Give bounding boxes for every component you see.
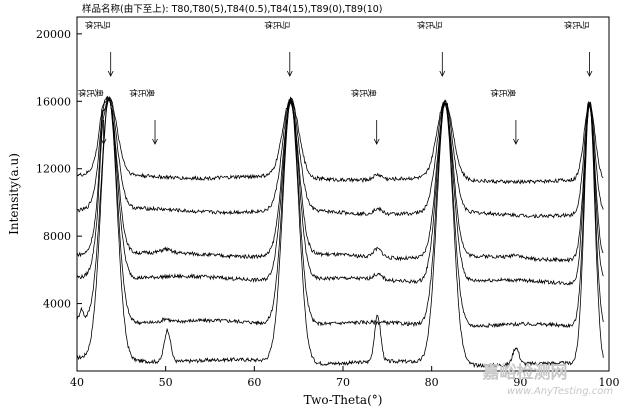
arrow-head (286, 70, 293, 77)
phase-label: 奥氏体 (129, 87, 156, 97)
phase-annotation: 马氏体 (84, 19, 114, 77)
phase-label: 马氏体 (563, 19, 589, 29)
watermark-cn: 嘉峪检测网 (482, 362, 568, 383)
phase-label: 马氏体 (416, 19, 442, 29)
phase-annotation: 奥氏体 (77, 87, 107, 145)
series-line-4 (76, 97, 604, 263)
series-line-2 (76, 99, 604, 329)
x-tick-label: 40 (70, 376, 84, 389)
phase-annotation: 马氏体 (416, 19, 446, 77)
arrow-head (152, 138, 158, 145)
series-line-6 (76, 96, 604, 185)
x-tick-label: 100 (599, 376, 620, 389)
arrow-head (513, 138, 519, 145)
watermark-en: www.AnyTesting.com (507, 386, 614, 397)
plot-frame (76, 16, 610, 372)
x-tick-label: 60 (247, 376, 261, 389)
phase-annotation: 奥氏体 (489, 87, 519, 145)
sample-order-caption: 样品名称(由下至上): T80,T80(5),T84(0.5),T84(15),… (82, 3, 383, 15)
phase-label: 奥氏体 (489, 87, 516, 97)
y-tick-label: 20000 (36, 28, 71, 41)
phase-label: 马氏体 (263, 19, 289, 29)
series-line-1 (76, 97, 604, 369)
arrow-head (586, 70, 593, 77)
phase-label: 马氏体 (84, 19, 110, 29)
arrow-head (439, 70, 446, 77)
x-tick-label: 50 (159, 376, 173, 389)
arrow-head (107, 70, 114, 77)
series-line-5 (76, 95, 604, 219)
arrow-head (373, 138, 380, 145)
phase-annotation: 奥氏体 (350, 87, 380, 145)
x-tick-label: 70 (336, 376, 350, 389)
y-axis-title: Intensity(a.u) (7, 153, 21, 235)
y-tick-label: 8000 (43, 230, 71, 243)
phase-label: 奥氏体 (350, 87, 377, 97)
x-axis-title: Two-Theta(°) (304, 393, 383, 407)
phase-label: 奥氏体 (77, 87, 104, 97)
phase-annotation: 奥氏体 (129, 87, 158, 145)
axis-ticks: 40 50 60 70 80 90 100 4000 8000 12000 16000 20000 (36, 28, 620, 389)
phase-annotation: 马氏体 (563, 19, 593, 77)
x-tick-label: 80 (425, 376, 439, 389)
series-layer (76, 95, 604, 369)
y-tick-label: 16000 (36, 95, 71, 108)
arrow-head (100, 138, 107, 145)
phase-annotation: 马氏体 (263, 19, 293, 77)
x-tick-label: 90 (513, 376, 527, 389)
y-tick-label: 4000 (43, 298, 71, 311)
series-line-3 (76, 97, 604, 286)
y-tick-label: 12000 (36, 163, 71, 176)
